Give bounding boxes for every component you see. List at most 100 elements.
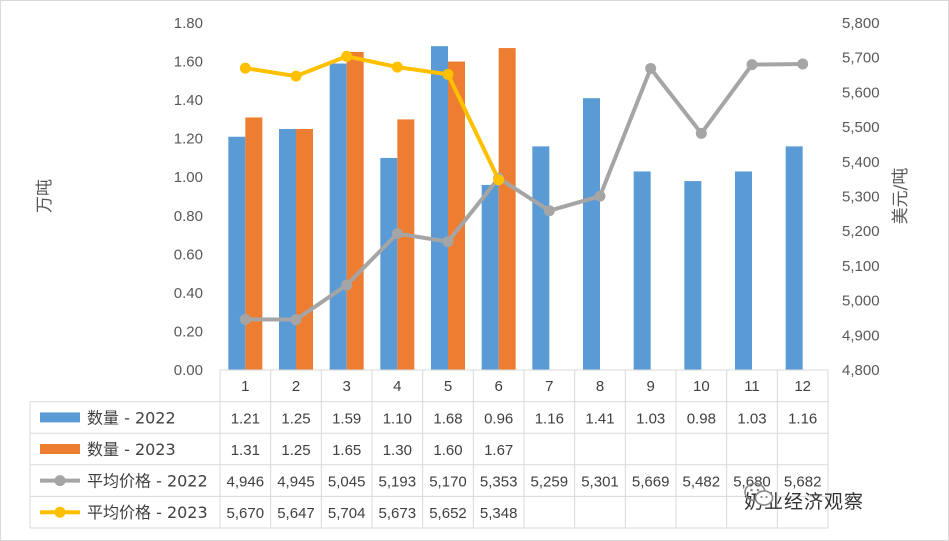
- data-label: 5,673: [379, 505, 417, 522]
- left-axis-tick-label: 1.60: [174, 54, 203, 71]
- category-label: 6: [494, 378, 502, 395]
- bar-2022: [735, 171, 752, 370]
- bar-2023: [296, 129, 313, 370]
- data-label: 5,704: [328, 505, 366, 522]
- right-axis-title: 美元/吨: [891, 168, 911, 225]
- category-label: 9: [646, 378, 654, 395]
- right-axis-tick-label: 5,600: [842, 84, 880, 101]
- bar-2022: [431, 46, 448, 371]
- left-axis-tick-label: 1.00: [174, 169, 203, 186]
- data-label: 1.68: [433, 410, 462, 427]
- point-price-2022: [341, 279, 353, 291]
- data-label: 5,482: [683, 474, 721, 491]
- point-price-2023: [239, 62, 251, 74]
- right-axis-tick-label: 5,800: [842, 15, 880, 32]
- category-label: 4: [393, 378, 401, 395]
- legend-key-bar: [40, 444, 80, 454]
- category-label: 10: [693, 378, 710, 395]
- bar-2023: [245, 117, 263, 370]
- data-label: 5,682: [784, 474, 822, 491]
- data-label: 1.41: [585, 410, 614, 427]
- legend-label: 数量 - 2023: [87, 440, 176, 459]
- point-price-2022: [442, 236, 454, 248]
- right-axis-tick-label: 5,300: [842, 189, 880, 206]
- point-price-2023: [341, 50, 353, 62]
- data-label: 1.16: [535, 410, 564, 427]
- point-price-2022: [391, 228, 403, 240]
- point-price-2022: [695, 127, 707, 139]
- data-label: 4,945: [277, 474, 315, 491]
- right-axis-tick-label: 5,100: [842, 258, 880, 275]
- data-label: 1.65: [332, 442, 361, 459]
- data-label: 5,670: [227, 505, 265, 522]
- data-label: 5,045: [328, 474, 366, 491]
- point-price-2023: [290, 70, 302, 82]
- left-axis-tick-label: 0.60: [174, 246, 203, 263]
- bar-2023: [346, 51, 364, 371]
- lines-layer: [239, 50, 809, 326]
- left-axis-tick-label: 1.80: [174, 15, 203, 32]
- data-label: 1.31: [231, 442, 260, 459]
- data-label: 5,669: [632, 474, 670, 491]
- left-axis-tick-label: 1.20: [174, 131, 203, 148]
- bar-2022: [279, 129, 296, 370]
- data-label: 0.98: [687, 410, 716, 427]
- data-label: 5,301: [581, 474, 619, 491]
- right-axis-tick-label: 5,700: [842, 50, 880, 67]
- point-price-2022: [239, 313, 251, 325]
- bar-2023: [448, 61, 465, 371]
- legend-key-marker: [54, 475, 66, 487]
- data-label: 1.30: [383, 442, 412, 459]
- data-label: 0.96: [484, 410, 513, 427]
- category-label: 3: [342, 378, 350, 395]
- right-axis-tick-label: 4,900: [842, 327, 880, 344]
- legend-key-bar: [40, 412, 80, 423]
- bar-2022: [532, 146, 550, 370]
- data-label: 1.25: [281, 410, 310, 427]
- left-axis-title: 万吨: [35, 179, 55, 213]
- category-label: 12: [794, 378, 811, 395]
- watermark-text: 奶业经济观察: [744, 490, 865, 513]
- right-axis-tick-label: 4,800: [842, 362, 880, 379]
- line-price-2022: [245, 61, 803, 322]
- data-label: 5,193: [379, 474, 417, 491]
- data-label: 5,348: [480, 505, 518, 522]
- data-label: 5,170: [429, 474, 467, 491]
- category-label: 2: [292, 378, 300, 395]
- data-label: 1.67: [484, 442, 513, 459]
- left-axis-tick-label: 0.80: [174, 208, 203, 225]
- point-price-2023: [391, 61, 403, 73]
- bar-2023: [498, 48, 516, 371]
- category-label: 5: [444, 378, 452, 395]
- legend-label: 平均价格 - 2023: [87, 503, 208, 522]
- data-label: 1.03: [636, 410, 665, 427]
- point-price-2022: [594, 190, 606, 202]
- data-label: 1.03: [737, 410, 766, 427]
- data-label: 1.21: [231, 410, 260, 427]
- category-label: 8: [596, 378, 604, 395]
- bar-2022: [633, 171, 651, 370]
- legend-label: 数量 - 2022: [87, 408, 176, 427]
- right-axis-tick-label: 5,200: [842, 223, 880, 240]
- data-label: 5,259: [531, 474, 569, 491]
- data-label: 4,946: [227, 474, 265, 491]
- bar-2022: [481, 184, 499, 370]
- data-label: 1.16: [788, 410, 817, 427]
- data-label: 1.25: [281, 442, 310, 459]
- data-label: 5,652: [429, 505, 467, 522]
- bar-2023: [397, 119, 415, 370]
- point-price-2022: [746, 59, 758, 71]
- data-label: 1.10: [383, 410, 412, 427]
- data-label: 1.60: [433, 442, 462, 459]
- legend-key-marker: [54, 506, 66, 518]
- bar-2022: [785, 146, 803, 370]
- data-label: 5,647: [277, 505, 315, 522]
- point-price-2023: [442, 68, 454, 80]
- point-price-2022: [797, 58, 809, 70]
- left-axis-tick-label: 0.20: [174, 323, 203, 340]
- wechat-icon: [744, 482, 774, 506]
- legend-label: 平均价格 - 2022: [87, 472, 208, 491]
- right-axis-tick-label: 5,400: [842, 154, 880, 171]
